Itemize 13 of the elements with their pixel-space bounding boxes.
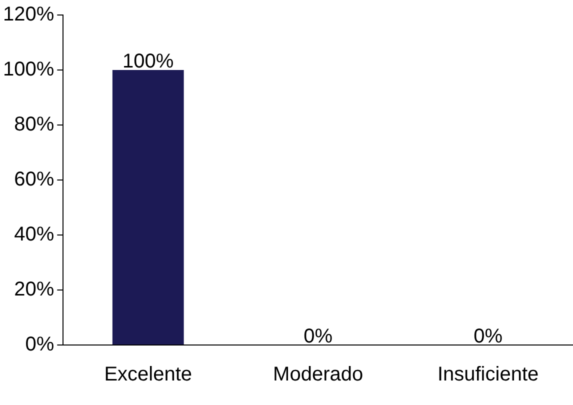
- y-tick-label: 100%: [2, 58, 54, 81]
- data-label: 100%: [122, 50, 174, 73]
- y-tick-label: 20%: [14, 278, 54, 301]
- x-tick-label: Insuficiente: [437, 364, 539, 386]
- data-label: 0%: [474, 326, 503, 348]
- y-tick-label: 0%: [25, 334, 54, 356]
- y-tick-label: 80%: [14, 114, 54, 136]
- y-tick-label: 60%: [14, 168, 54, 191]
- x-tick-label: Excelente: [104, 364, 192, 386]
- y-tick-label: 40%: [14, 224, 54, 246]
- y-tick-label: 120%: [2, 4, 54, 26]
- x-tick-label: Moderado: [273, 364, 364, 386]
- data-label: 0%: [304, 326, 333, 348]
